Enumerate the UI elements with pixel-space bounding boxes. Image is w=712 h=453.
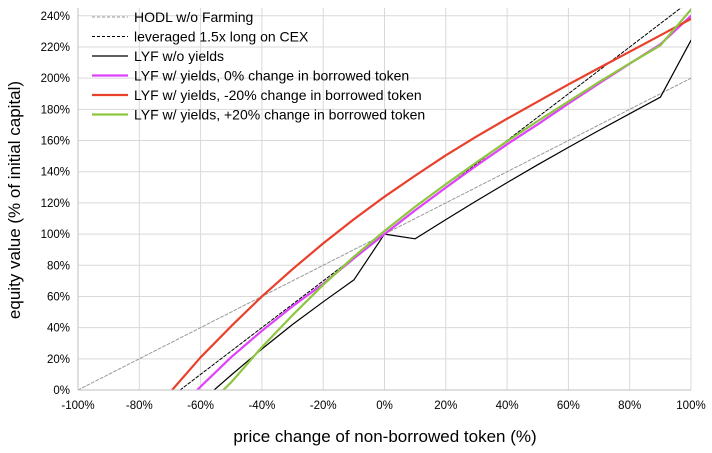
- x-tick-label: -100%: [61, 400, 94, 412]
- y-tick-label: 120%: [41, 198, 70, 210]
- y-axis-label: equity value (% of initial capital): [5, 81, 24, 319]
- y-tick-label: 0%: [53, 385, 70, 397]
- y-tick-label: 140%: [41, 167, 70, 179]
- series-line-4: [171, 17, 691, 390]
- x-tick-label: -60%: [187, 400, 214, 412]
- x-tick-label: 100%: [676, 400, 705, 412]
- y-tick-label: 20%: [47, 354, 70, 366]
- y-tick-label: 180%: [41, 104, 70, 116]
- axes: 0% 20% 40% 60% 80% 100% 120% 140% 160% 180% 200% 22…: [41, 8, 706, 412]
- y-tick-label: 240%: [41, 11, 70, 23]
- x-tick-label: -80%: [126, 400, 153, 412]
- series-line-0: [78, 77, 691, 390]
- y-tick-label: 40%: [47, 323, 70, 335]
- x-tick-label: 0%: [376, 400, 393, 412]
- y-tick-label: 160%: [41, 136, 70, 148]
- y-tick-label: 80%: [47, 260, 70, 272]
- x-tick-label: -40%: [248, 400, 275, 412]
- x-tick-label: 60%: [557, 400, 580, 412]
- y-tick-label: 60%: [47, 291, 70, 303]
- x-tick-label: 40%: [496, 400, 519, 412]
- y-tick-label: 200%: [41, 73, 70, 85]
- x-tick-label: 20%: [434, 400, 457, 412]
- series-layer: [78, 8, 691, 390]
- x-tick-label: 80%: [618, 400, 641, 412]
- grid: [77, 8, 692, 391]
- x-tick-label: -20%: [310, 400, 337, 412]
- legend-label-5: LYF w/ yields, +20% change in borrowed t…: [134, 107, 425, 123]
- legend-label-4: LYF w/ yields, -20% change in borrowed t…: [134, 87, 422, 103]
- legend-label-3: LYF w/ yields, 0% change in borrowed tok…: [134, 68, 409, 84]
- legend: HODL w/o Farming leveraged 1.5x long on C…: [92, 9, 425, 123]
- series-line-5: [222, 8, 691, 390]
- legend-label-0: HODL w/o Farming: [134, 9, 253, 25]
- y-tick-label: 100%: [41, 229, 70, 241]
- legend-label-1: leveraged 1.5x long on CEX: [134, 29, 309, 45]
- x-axis-label: price change of non-borrowed token (%): [233, 427, 536, 446]
- y-tick-label: 220%: [41, 42, 70, 54]
- legend-label-2: LYF w/o yields: [134, 48, 224, 64]
- series-line-2: [213, 39, 691, 390]
